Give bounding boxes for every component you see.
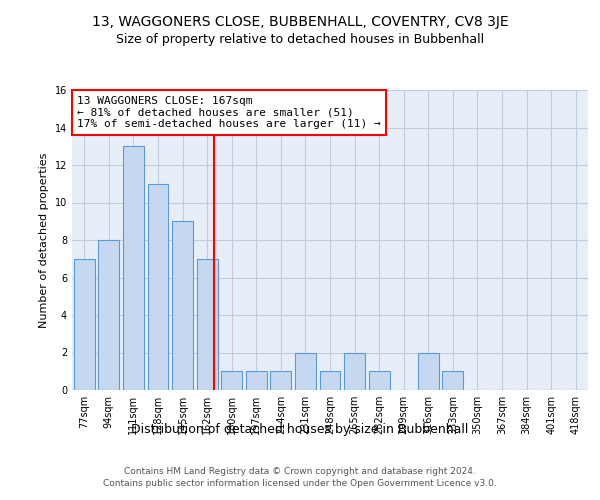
Bar bbox=[74, 259, 95, 390]
Text: 13, WAGGONERS CLOSE, BUBBENHALL, COVENTRY, CV8 3JE: 13, WAGGONERS CLOSE, BUBBENHALL, COVENTR… bbox=[92, 15, 508, 29]
Bar bbox=[344, 352, 365, 390]
Y-axis label: Number of detached properties: Number of detached properties bbox=[39, 152, 49, 328]
Text: Distribution of detached houses by size in Bubbenhall: Distribution of detached houses by size … bbox=[131, 422, 469, 436]
Bar bbox=[172, 221, 193, 390]
Bar bbox=[148, 184, 169, 390]
Bar bbox=[221, 371, 242, 390]
Text: Contains public sector information licensed under the Open Government Licence v3: Contains public sector information licen… bbox=[103, 478, 497, 488]
Bar bbox=[98, 240, 119, 390]
Bar bbox=[320, 371, 340, 390]
Bar bbox=[271, 371, 292, 390]
Text: 13 WAGGONERS CLOSE: 167sqm
← 81% of detached houses are smaller (51)
17% of semi: 13 WAGGONERS CLOSE: 167sqm ← 81% of deta… bbox=[77, 96, 381, 129]
Bar bbox=[197, 259, 218, 390]
Bar bbox=[418, 352, 439, 390]
Text: Size of property relative to detached houses in Bubbenhall: Size of property relative to detached ho… bbox=[116, 32, 484, 46]
Bar bbox=[123, 146, 144, 390]
Bar bbox=[442, 371, 463, 390]
Text: Contains HM Land Registry data © Crown copyright and database right 2024.: Contains HM Land Registry data © Crown c… bbox=[124, 467, 476, 476]
Bar bbox=[246, 371, 267, 390]
Bar bbox=[295, 352, 316, 390]
Bar bbox=[368, 371, 389, 390]
